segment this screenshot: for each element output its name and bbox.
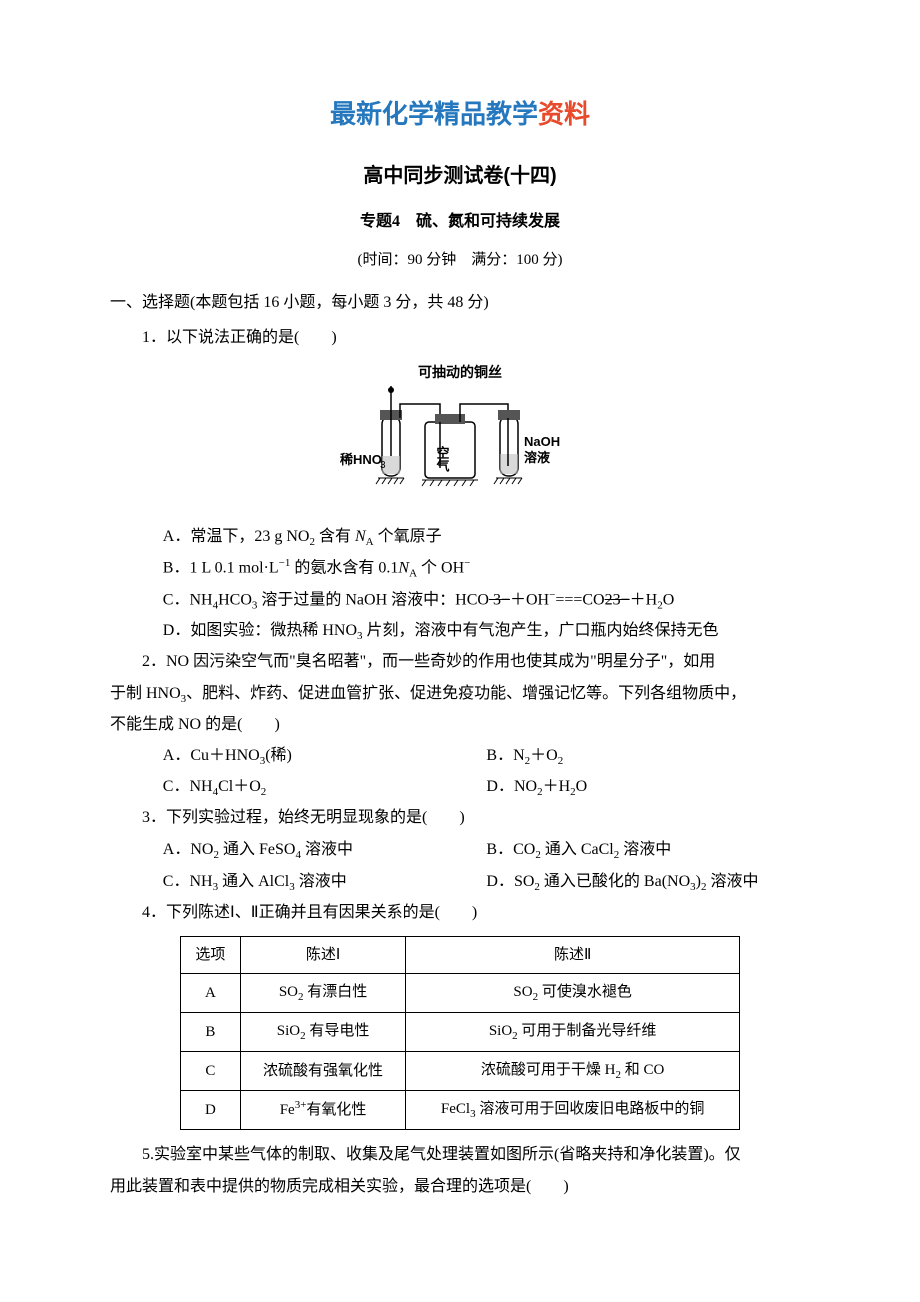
q2-stem-l2: 于制 HNO3、肥料、炸药、促进血管扩张、促进免疫功能、增强记忆等。下列各组物质… xyxy=(110,679,810,710)
q3-opt-c: C．NH3 通入 AlCl3 溶液中 xyxy=(163,867,487,898)
timing-info: (时间：90 分钟 满分：100 分) xyxy=(110,246,810,275)
apparatus-svg: 稀HNO 3 空气 NaOH 溶液 xyxy=(340,386,580,501)
label-right1: NaOH xyxy=(524,434,560,449)
label-mid: 空气 xyxy=(435,445,450,473)
q2-options: A．Cu＋HNO3(稀) B．N2＋O2 C．NH4Cl＋O2 D．NO2＋H2… xyxy=(110,741,810,803)
q4-table: 选项 陈述Ⅰ 陈述Ⅱ A SO2 有漂白性 SO2 可使溴水褪色 B SiO2 … xyxy=(180,936,740,1130)
header-prefix: 最新化学精品教学 xyxy=(330,99,538,129)
diagram-caption: 可抽动的铜丝 xyxy=(110,359,810,386)
q2-opt-a: A．Cu＋HNO3(稀) xyxy=(163,741,487,772)
th-statement1: 陈述Ⅰ xyxy=(240,936,405,974)
q1-opt-d: D．如图实验：微热稀 HNO3 片刻，溶液中有气泡产生，广口瓶内始终保持无色 xyxy=(163,616,810,647)
table-row: D Fe3+有氧化性 FeCl3 溶液可用于回收废旧电路板中的铜 xyxy=(181,1091,740,1130)
th-option: 选项 xyxy=(181,936,241,974)
table-row: 选项 陈述Ⅰ 陈述Ⅱ xyxy=(181,936,740,974)
q2-opt-b: B．N2＋O2 xyxy=(486,741,810,772)
q3-opt-b: B．CO2 通入 CaCl2 溶液中 xyxy=(486,835,810,866)
q2-stem-l3: 不能生成 NO 的是( ) xyxy=(110,710,810,740)
label-left-sub: 3 xyxy=(380,460,386,471)
q3-opt-a: A．NO2 通入 FeSO4 溶液中 xyxy=(163,835,487,866)
th-statement2: 陈述Ⅱ xyxy=(406,936,740,974)
q2-opt-d: D．NO2＋H2O xyxy=(486,772,810,803)
q2-stem-l1: 2．NO 因污染空气而"臭名昭著"，而一些奇妙的作用也使其成为"明星分子"，如用 xyxy=(110,647,810,677)
table-row: C 浓硫酸有强氧化性 浓硫酸可用于干燥 H2 和 CO xyxy=(181,1052,740,1091)
subtitle: 专题4 硫、氮和可持续发展 xyxy=(110,207,810,237)
table-row: A SO2 有漂白性 SO2 可使溴水褪色 xyxy=(181,974,740,1013)
q3-stem: 3．下列实验过程，始终无明显现象的是( ) xyxy=(110,803,810,833)
q3-options: A．NO2 通入 FeSO4 溶液中 B．CO2 通入 CaCl2 溶液中 C．… xyxy=(110,835,810,897)
header-suffix: 资料 xyxy=(538,99,590,129)
q1-stem: 1．以下说法正确的是( ) xyxy=(110,323,810,353)
page-header: 最新化学精品教学资料 xyxy=(110,90,810,139)
q1-options: A．常温下，23 g NO2 含有 NA 个氧原子 B．1 L 0.1 mol·… xyxy=(110,522,810,647)
q2-opt-c: C．NH4Cl＋O2 xyxy=(163,772,487,803)
q3-opt-d: D．SO2 通入已酸化的 Ba(NO3)2 溶液中 xyxy=(486,867,810,898)
label-right2: 溶液 xyxy=(524,450,550,465)
q1-opt-a: A．常温下，23 g NO2 含有 NA 个氧原子 xyxy=(163,522,810,553)
section-heading: 一、选择题(本题包括 16 小题，每小题 3 分，共 48 分) xyxy=(110,288,810,318)
q4-stem: 4．下列陈述Ⅰ、Ⅱ正确并且有因果关系的是( ) xyxy=(110,898,810,928)
q5-stem-l2: 用此装置和表中提供的物质完成相关实验，最合理的选项是( ) xyxy=(110,1172,810,1202)
table-row: B SiO2 有导电性 SiO2 可用于制备光导纤维 xyxy=(181,1013,740,1052)
q1-opt-c: C．NH4HCO3 溶于过量的 NaOH 溶液中：HCO 3−＋OH−===CO… xyxy=(163,585,810,616)
document-title: 高中同步测试卷(十四) xyxy=(110,157,810,195)
q1-opt-b: B．1 L 0.1 mol·L−1 的氨水含有 0.1NA 个 OH− xyxy=(163,553,810,584)
apparatus-diagram: 可抽动的铜丝 稀HNO 3 空气 NaOH 溶液 xyxy=(110,359,810,512)
label-left: 稀HNO xyxy=(340,452,382,467)
q5-stem-l1: 5.实验室中某些气体的制取、收集及尾气处理装置如图所示(省略夹持和净化装置)。仅 xyxy=(110,1140,810,1170)
